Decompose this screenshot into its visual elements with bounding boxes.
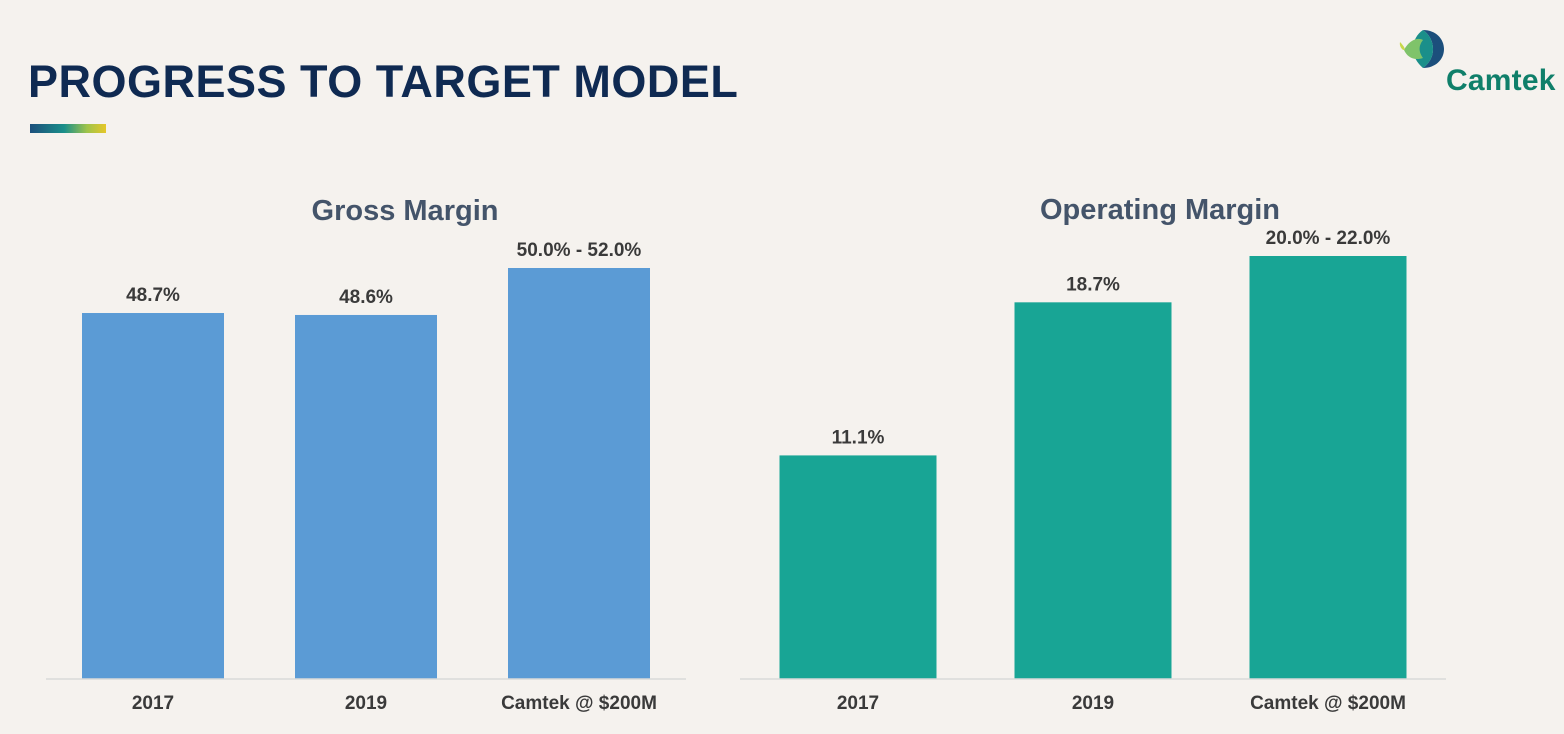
operating-margin-tick-labels: 2017 2019 Camtek @ $200M [837, 693, 1406, 714]
gross-margin-data-label-3: 50.0% - 52.0% [517, 240, 642, 261]
operating-margin-bar-3 [1249, 256, 1407, 679]
gross-margin-bar-1 [82, 313, 224, 679]
operating-margin-tick-label-2: 2019 [1072, 693, 1114, 714]
gross-margin-chart: Gross Margin 48.7% 48.6% 50.0% - 52.0% 201… [46, 195, 686, 714]
gross-margin-bar-3 [508, 268, 650, 679]
operating-margin-bar-2 [1014, 302, 1172, 679]
gross-margin-bar-2 [295, 314, 437, 679]
operating-margin-chart: Operating Margin 11.1% 18.7% 20.0% - 22.0%… [740, 194, 1446, 714]
title-accent-bar [30, 124, 106, 133]
gross-margin-tick-labels: 2017 2019 Camtek @ $200M [132, 693, 657, 714]
camtek-logo: Camtek [1396, 28, 1556, 100]
page-title: PROGRESS TO TARGET MODEL [28, 56, 739, 107]
gross-margin-data-label-1: 48.7% [126, 285, 180, 306]
gross-margin-bars: 48.7% 48.6% 50.0% - 52.0% [82, 240, 650, 679]
gross-margin-tick-label-3: Camtek @ $200M [501, 693, 657, 714]
gross-margin-tick-label-1: 2017 [132, 693, 174, 714]
operating-margin-data-label-1: 11.1% [832, 427, 885, 448]
gross-margin-data-label-2: 48.6% [339, 287, 393, 308]
operating-margin-bars: 11.1% 18.7% 20.0% - 22.0% [779, 228, 1407, 679]
operating-margin-title: Operating Margin [1040, 194, 1280, 226]
camtek-logo-icon [1399, 30, 1444, 68]
gross-margin-tick-label-2: 2019 [345, 693, 387, 714]
operating-margin-data-label-2: 18.7% [1066, 274, 1120, 295]
operating-margin-data-label-3: 20.0% - 22.0% [1266, 228, 1391, 249]
operating-margin-tick-label-3: Camtek @ $200M [1250, 693, 1406, 714]
operating-margin-tick-label-1: 2017 [837, 693, 879, 714]
logo-wordmark: Camtek [1446, 64, 1556, 97]
operating-margin-bar-1 [779, 455, 937, 679]
gross-margin-title: Gross Margin [312, 195, 499, 227]
